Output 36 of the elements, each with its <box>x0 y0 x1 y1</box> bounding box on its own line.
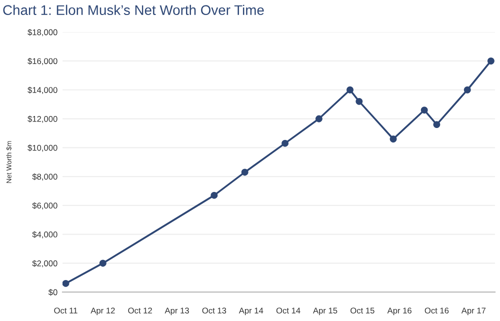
x-tick-label: Oct 12 <box>128 308 152 314</box>
point <box>315 115 322 122</box>
y-tick-label: $2,000 <box>32 260 58 268</box>
point <box>390 136 397 142</box>
point <box>62 280 70 287</box>
x-tick-label: Apr 15 <box>312 308 338 316</box>
x-tick-label: Apr 17 <box>461 308 486 316</box>
y-tick-label: $6,000 <box>32 202 58 210</box>
x-tick-label: Oct 16 <box>424 308 449 314</box>
point <box>356 98 363 105</box>
x-tick-label: Oct 11 <box>54 308 78 314</box>
point <box>346 86 354 94</box>
x-tick-label: Apr 12 <box>90 308 115 316</box>
point <box>99 260 106 267</box>
point <box>464 86 471 94</box>
y-tick-label: $4,000 <box>32 231 58 238</box>
chart-title: Chart 1: Elon Musk’s Net Worth Over Time <box>3 4 264 16</box>
point <box>433 121 440 128</box>
y-tick-label: $10,000 <box>28 144 58 152</box>
point <box>487 58 494 64</box>
x-tick-label: Apr 16 <box>387 308 412 316</box>
x-tick-label: Oct 13 <box>202 308 226 314</box>
y-tick-label: $12,000 <box>28 116 58 123</box>
y-tick-label: $18,000 <box>28 28 58 36</box>
y-tick-label: $0 <box>48 288 58 296</box>
y-tick-label: $14,000 <box>28 86 58 94</box>
x-tick-label: Oct 15 <box>350 308 374 314</box>
x-tick-label: Oct 14 <box>276 308 300 314</box>
x-tick-label: Apr 13 <box>164 308 189 316</box>
point <box>420 106 428 114</box>
point <box>282 140 289 147</box>
point <box>241 168 248 176</box>
y-tick-label: $16,000 <box>28 58 58 66</box>
x-tick-label: Apr 14 <box>238 308 264 316</box>
point <box>210 192 218 199</box>
y-tick-label: $8,000 <box>32 173 58 181</box>
